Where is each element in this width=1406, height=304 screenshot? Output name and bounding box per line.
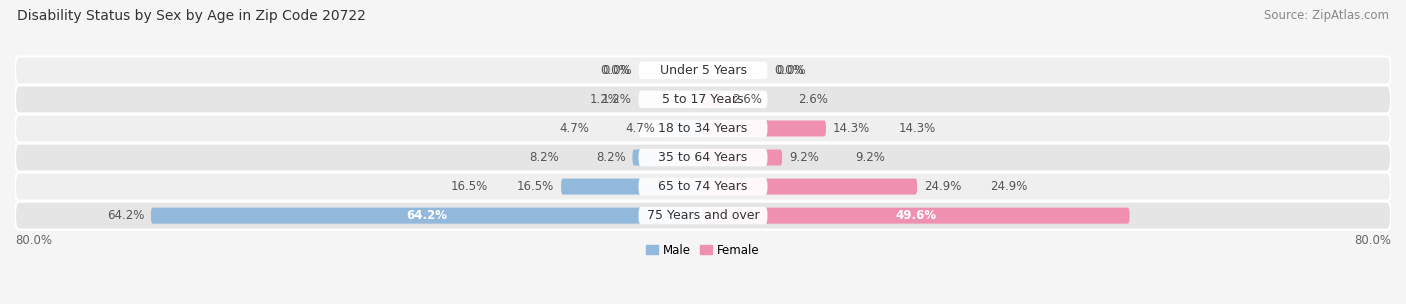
Text: 14.3%: 14.3%: [898, 122, 936, 135]
FancyBboxPatch shape: [638, 149, 768, 166]
Legend: Male, Female: Male, Female: [641, 239, 765, 261]
FancyBboxPatch shape: [15, 115, 1391, 142]
Text: 18 to 34 Years: 18 to 34 Years: [658, 122, 748, 135]
Text: 2.6%: 2.6%: [733, 93, 762, 106]
Text: Source: ZipAtlas.com: Source: ZipAtlas.com: [1264, 9, 1389, 22]
Text: 0.0%: 0.0%: [600, 64, 630, 77]
Text: 80.0%: 80.0%: [1354, 234, 1391, 247]
FancyBboxPatch shape: [638, 120, 768, 137]
FancyBboxPatch shape: [703, 120, 825, 136]
Text: 14.3%: 14.3%: [832, 122, 870, 135]
FancyBboxPatch shape: [15, 85, 1391, 113]
Text: 24.9%: 24.9%: [924, 180, 962, 193]
FancyBboxPatch shape: [15, 57, 1391, 84]
FancyBboxPatch shape: [150, 208, 703, 224]
Text: Under 5 Years: Under 5 Years: [659, 64, 747, 77]
FancyBboxPatch shape: [561, 178, 703, 195]
FancyBboxPatch shape: [633, 150, 703, 165]
Text: 64.2%: 64.2%: [107, 209, 143, 222]
FancyBboxPatch shape: [15, 173, 1391, 201]
FancyBboxPatch shape: [703, 150, 782, 165]
Text: 4.7%: 4.7%: [560, 122, 589, 135]
Text: 65 to 74 Years: 65 to 74 Years: [658, 180, 748, 193]
Text: 16.5%: 16.5%: [517, 180, 554, 193]
Text: 0.0%: 0.0%: [776, 64, 806, 77]
Text: 16.5%: 16.5%: [451, 180, 488, 193]
FancyBboxPatch shape: [638, 207, 768, 224]
FancyBboxPatch shape: [15, 202, 1391, 230]
FancyBboxPatch shape: [703, 178, 917, 195]
Text: 1.2%: 1.2%: [589, 93, 620, 106]
Text: 4.7%: 4.7%: [626, 122, 655, 135]
FancyBboxPatch shape: [662, 120, 703, 136]
Text: 75 Years and over: 75 Years and over: [647, 209, 759, 222]
Text: 49.6%: 49.6%: [896, 209, 936, 222]
Text: 0.0%: 0.0%: [602, 64, 631, 77]
Text: 2.6%: 2.6%: [799, 93, 828, 106]
Text: 35 to 64 Years: 35 to 64 Years: [658, 151, 748, 164]
Text: 5 to 17 Years: 5 to 17 Years: [662, 93, 744, 106]
Text: 9.2%: 9.2%: [855, 151, 886, 164]
FancyBboxPatch shape: [638, 62, 768, 79]
Text: 1.2%: 1.2%: [602, 93, 631, 106]
Text: 8.2%: 8.2%: [596, 151, 626, 164]
FancyBboxPatch shape: [638, 178, 768, 195]
FancyBboxPatch shape: [703, 208, 1129, 224]
Text: 9.2%: 9.2%: [789, 151, 818, 164]
Text: 64.2%: 64.2%: [406, 209, 447, 222]
Text: 0.0%: 0.0%: [775, 64, 804, 77]
Text: Disability Status by Sex by Age in Zip Code 20722: Disability Status by Sex by Age in Zip C…: [17, 9, 366, 23]
FancyBboxPatch shape: [15, 143, 1391, 171]
FancyBboxPatch shape: [693, 92, 703, 107]
Text: 8.2%: 8.2%: [530, 151, 560, 164]
FancyBboxPatch shape: [703, 92, 725, 107]
FancyBboxPatch shape: [638, 91, 768, 108]
Text: 80.0%: 80.0%: [15, 234, 52, 247]
Text: 24.9%: 24.9%: [990, 180, 1028, 193]
